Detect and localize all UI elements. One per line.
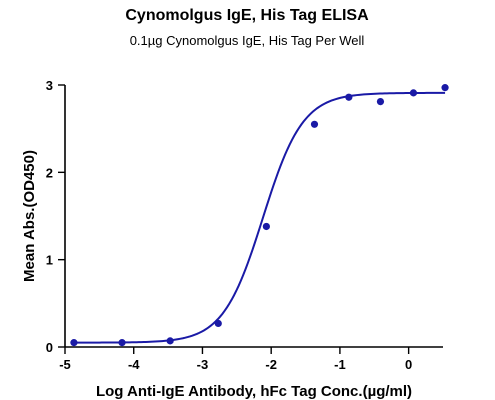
- y-axis-label: Mean Abs.(OD450): [21, 150, 38, 282]
- data-point: [376, 97, 385, 106]
- data-point: [345, 93, 353, 101]
- x-axis-label: Log Anti-IgE Antibody, hFc Tag Conc.(µg/…: [96, 383, 412, 400]
- x-tick-label: 0: [405, 357, 412, 372]
- y-tick-label: 2: [46, 165, 53, 180]
- data-point: [441, 84, 449, 92]
- y-tick-label: 0: [46, 340, 53, 355]
- data-points: [70, 84, 449, 347]
- data-point: [409, 89, 418, 97]
- x-tick-label: -3: [197, 357, 209, 372]
- y-axis: 0 1 2 3: [46, 78, 66, 355]
- x-tick-label: -1: [334, 357, 346, 372]
- y-tick-label: 3: [46, 78, 53, 93]
- data-point: [310, 120, 319, 128]
- x-axis: -5 -4 -3 -2 -1 0: [59, 346, 443, 372]
- data-point: [118, 339, 126, 347]
- data-point: [262, 222, 270, 231]
- x-ticks: -5 -4 -3 -2 -1 0: [59, 347, 412, 372]
- x-tick-label: -4: [128, 357, 140, 372]
- chart-title: Cynomolgus IgE, His Tag ELISA: [125, 7, 369, 24]
- x-tick-label: -5: [59, 357, 71, 372]
- data-point: [214, 319, 222, 328]
- y-ticks: 0 1 2 3: [46, 78, 65, 355]
- fit-curve: [73, 91, 446, 344]
- data-point: [166, 337, 174, 345]
- x-tick-label: -2: [265, 357, 277, 372]
- data-point: [70, 339, 78, 347]
- chart-subtitle: 0.1µg Cynomolgus IgE, His Tag Per Well: [130, 33, 365, 48]
- y-tick-label: 1: [46, 253, 53, 268]
